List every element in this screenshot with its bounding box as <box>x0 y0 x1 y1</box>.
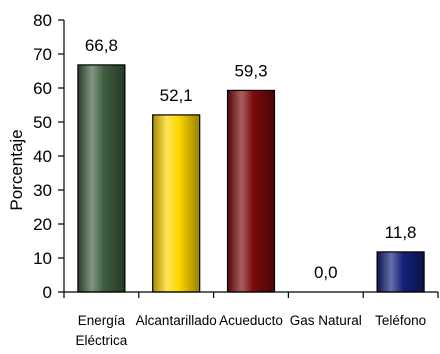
category-label-2: Acueducto <box>219 313 283 328</box>
data-label-0: 66,8 <box>85 36 118 55</box>
y-tick-label-40: 40 <box>33 147 52 166</box>
y-tick-label-20: 20 <box>33 215 52 234</box>
data-label-4: 11,8 <box>385 223 417 242</box>
data-label-1: 52,1 <box>160 86 193 105</box>
axes-group: 0 10 20 30 40 50 60 70 80 <box>33 11 439 302</box>
y-tick-label-10: 10 <box>33 249 52 268</box>
y-tick-label-0: 0 <box>43 283 52 302</box>
labels-group: 66,8 Energía Eléctrica 52,1 Alcantarillado 59… <box>76 36 427 348</box>
data-label-2: 59,3 <box>234 61 267 80</box>
category-label-0-line-1: Eléctrica <box>76 333 128 348</box>
bar-4 <box>376 251 425 293</box>
category-label-3: Gas Natural <box>290 313 362 328</box>
bars-group <box>77 64 425 293</box>
y-tick-label-30: 30 <box>33 181 52 200</box>
bar-0 <box>77 64 126 293</box>
y-tick-label-60: 60 <box>33 79 52 98</box>
category-label-4: Teléfono <box>375 313 426 328</box>
y-tick-label-50: 50 <box>33 113 52 132</box>
y-tick-label-70: 70 <box>33 45 52 64</box>
y-tick-label-80: 80 <box>33 11 52 30</box>
category-label-1: Alcantarillado <box>136 313 217 328</box>
y-axis-label: Porcentaje <box>7 129 26 210</box>
data-label-3: 0,0 <box>314 263 338 282</box>
category-label-0-line-0: Energía <box>78 313 126 328</box>
bar-1 <box>152 114 201 293</box>
bar-2 <box>226 89 276 293</box>
